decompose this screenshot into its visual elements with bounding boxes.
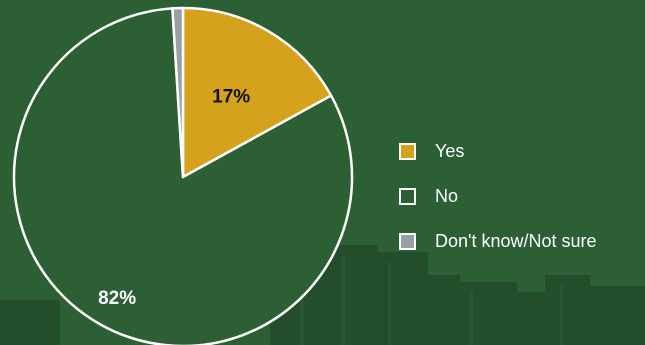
pie-slice-yes xyxy=(181,6,333,179)
legend-swatch-dont-know xyxy=(399,232,416,250)
legend-label-no: No xyxy=(435,185,459,206)
legend-label-dont-know: Don't know/Not sure xyxy=(435,230,597,251)
legend-label-yes: Yes xyxy=(435,140,465,161)
pie-slice-dont-know xyxy=(171,6,185,179)
data-label-no: 82% xyxy=(98,288,136,309)
legend-item-no: No xyxy=(399,186,597,206)
legend-swatch-yes xyxy=(399,142,416,160)
chart-legend: Yes No Don't know/Not sure xyxy=(399,141,597,276)
legend-swatch-no xyxy=(399,187,416,205)
pie-slice-no xyxy=(12,7,354,345)
data-label-yes: 17% xyxy=(212,87,250,108)
legend-item-dont-know: Don't know/Not sure xyxy=(399,231,597,251)
legend-item-yes: Yes xyxy=(399,141,597,161)
